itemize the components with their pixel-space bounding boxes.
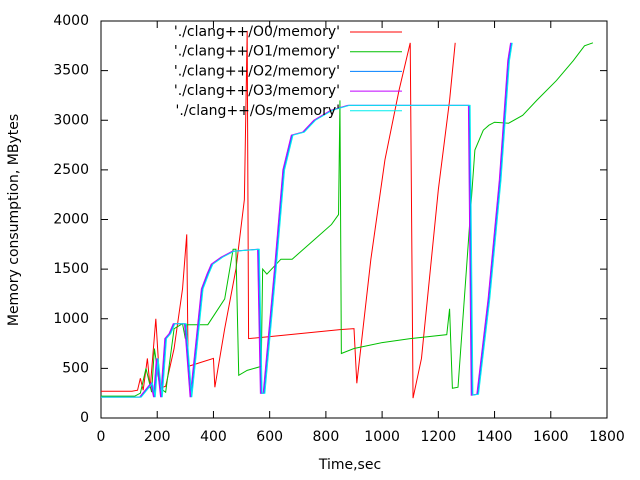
- y-tick-label: 1000: [53, 311, 89, 327]
- legend-label: './clang++/O1/memory': [174, 44, 340, 60]
- legend-label: './clang++/O0/memory': [174, 24, 340, 40]
- y-tick-label: 3500: [53, 63, 89, 79]
- x-tick-label: 1600: [533, 429, 569, 445]
- plot-border: [100, 20, 608, 419]
- x-tick-label: 0: [97, 429, 106, 445]
- y-tick-label: 500: [62, 360, 89, 376]
- x-tick-label: 200: [144, 429, 171, 445]
- legend-label: './clang++/O3/memory': [174, 83, 340, 99]
- y-tick-label: 3000: [53, 112, 89, 128]
- legend-label: './clang++/O2/memory': [174, 63, 340, 79]
- x-tick-label: 1200: [421, 429, 457, 445]
- x-tick-label: 1800: [589, 429, 625, 445]
- series-line: [101, 42, 594, 397]
- y-tick-label: 0: [80, 410, 89, 426]
- y-tick-label: 2500: [53, 162, 89, 178]
- series-line: [101, 30, 456, 399]
- x-tick-label: 600: [256, 429, 283, 445]
- x-tick-label: 1400: [477, 429, 513, 445]
- legend-label: './clang++/Os/memory': [176, 103, 341, 119]
- x-axis-label: Time,sec: [318, 457, 381, 473]
- x-tick-label: 800: [313, 429, 340, 445]
- y-tick-label: 4000: [53, 13, 89, 29]
- y-axis-label: Memory consumption, MBytes: [6, 114, 22, 326]
- y-tick-label: 2000: [53, 212, 89, 228]
- y-tick-label: 1500: [53, 261, 89, 277]
- x-tick-label: 1000: [364, 429, 400, 445]
- x-tick-label: 400: [200, 429, 227, 445]
- series-line: [101, 42, 513, 398]
